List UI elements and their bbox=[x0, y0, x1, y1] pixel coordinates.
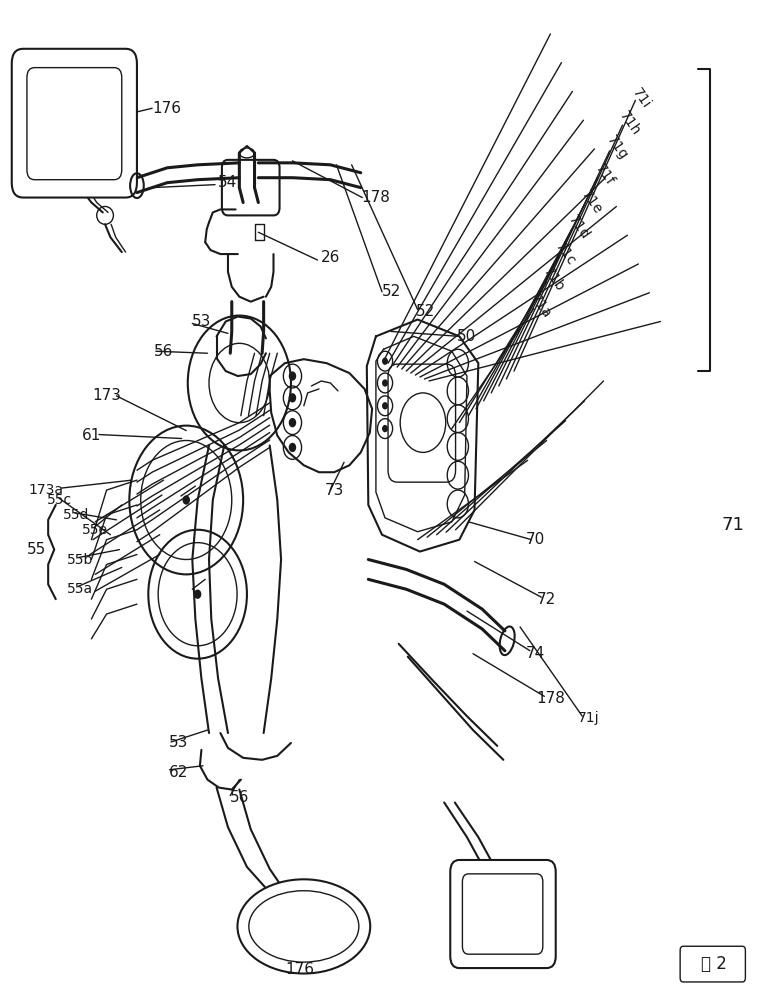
Text: 26: 26 bbox=[321, 250, 340, 265]
Text: 71i: 71i bbox=[630, 86, 653, 111]
Text: 71h: 71h bbox=[617, 108, 644, 138]
Text: 74: 74 bbox=[525, 646, 545, 661]
Text: 52: 52 bbox=[381, 284, 400, 299]
Text: 72: 72 bbox=[537, 592, 556, 607]
Text: 53: 53 bbox=[192, 314, 211, 329]
Circle shape bbox=[289, 394, 295, 402]
Text: 56: 56 bbox=[154, 344, 173, 359]
Text: 61: 61 bbox=[82, 428, 101, 443]
Text: 178: 178 bbox=[361, 190, 390, 205]
Circle shape bbox=[289, 443, 295, 451]
Text: 71b: 71b bbox=[540, 265, 567, 295]
FancyBboxPatch shape bbox=[27, 68, 122, 180]
Text: 55d: 55d bbox=[63, 508, 90, 522]
Text: 71g: 71g bbox=[604, 133, 630, 163]
Text: 50: 50 bbox=[457, 329, 476, 344]
Text: 173a: 173a bbox=[28, 483, 64, 497]
Circle shape bbox=[195, 590, 201, 598]
Circle shape bbox=[183, 496, 189, 504]
Text: 54: 54 bbox=[219, 175, 238, 190]
Circle shape bbox=[383, 380, 387, 386]
Circle shape bbox=[289, 372, 295, 380]
Text: 56: 56 bbox=[229, 790, 249, 805]
Text: 55e: 55e bbox=[82, 523, 108, 537]
Text: 55: 55 bbox=[26, 542, 46, 557]
Text: 55c: 55c bbox=[47, 493, 72, 507]
FancyBboxPatch shape bbox=[450, 860, 556, 968]
FancyBboxPatch shape bbox=[463, 874, 543, 954]
Circle shape bbox=[383, 358, 387, 364]
Text: 71: 71 bbox=[721, 516, 744, 534]
Text: 71a: 71a bbox=[527, 292, 554, 321]
Circle shape bbox=[383, 426, 387, 432]
Text: 53: 53 bbox=[169, 735, 189, 750]
Text: 71c: 71c bbox=[552, 240, 578, 268]
Text: 52: 52 bbox=[416, 304, 435, 319]
Text: 71f: 71f bbox=[593, 161, 617, 188]
Text: 55a: 55a bbox=[67, 582, 93, 596]
Text: 173: 173 bbox=[92, 388, 121, 403]
Circle shape bbox=[289, 419, 295, 427]
Text: 55b: 55b bbox=[67, 552, 94, 566]
Text: 176: 176 bbox=[153, 101, 182, 116]
Text: 73: 73 bbox=[324, 483, 344, 498]
Text: 62: 62 bbox=[169, 765, 189, 780]
Text: 178: 178 bbox=[536, 691, 565, 706]
Circle shape bbox=[383, 403, 387, 409]
Text: 70: 70 bbox=[525, 532, 545, 547]
Text: 176: 176 bbox=[285, 962, 314, 977]
Text: 54: 54 bbox=[465, 894, 484, 909]
Text: 71j: 71j bbox=[578, 711, 599, 725]
Text: 囲 2: 囲 2 bbox=[700, 955, 726, 973]
Text: 71d: 71d bbox=[566, 212, 593, 242]
FancyBboxPatch shape bbox=[12, 49, 137, 198]
Text: 71e: 71e bbox=[579, 188, 605, 217]
Ellipse shape bbox=[238, 879, 370, 974]
